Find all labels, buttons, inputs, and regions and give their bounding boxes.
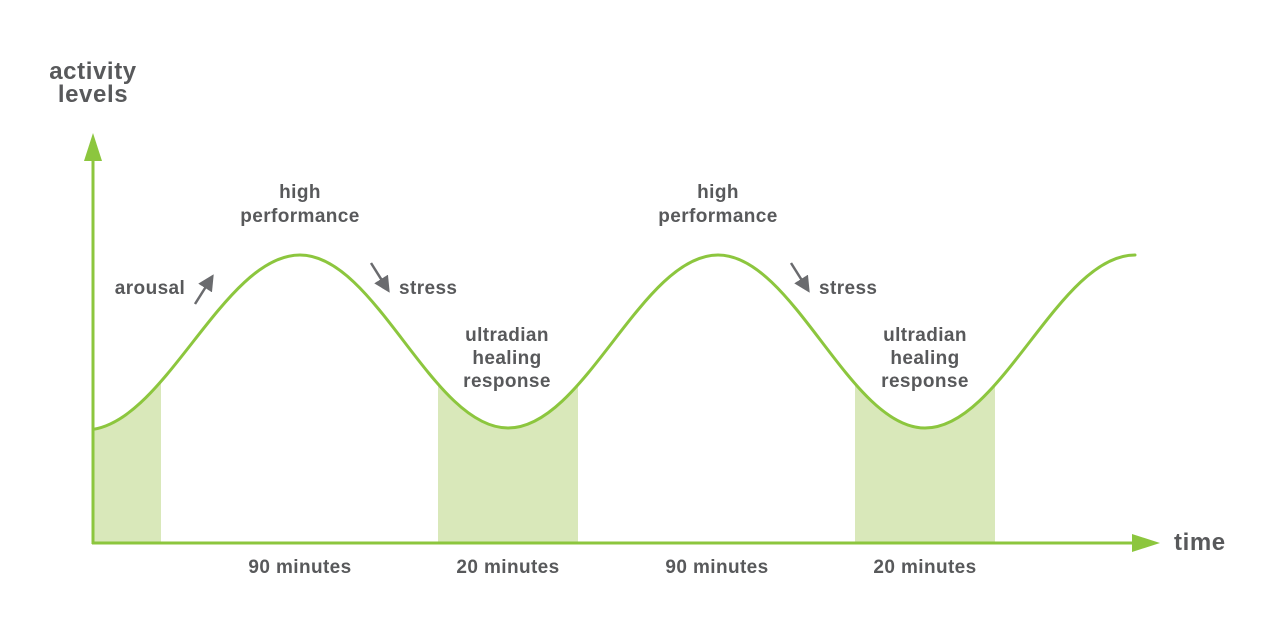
- high-performance-annotation: high performance: [240, 182, 360, 227]
- high-performance-annotation: high performance: [658, 182, 778, 227]
- arousal-annotation: arousal: [114, 278, 186, 299]
- segment-duration-label: 90 minutes: [665, 557, 769, 578]
- stress-down-arrow-icon: [789, 262, 810, 293]
- stress-down-arrow-icon: [369, 262, 390, 293]
- x-axis-arrowhead-icon: [1132, 534, 1160, 552]
- y-axis-arrowhead-icon: [84, 133, 102, 161]
- x-axis-label: time: [1174, 529, 1226, 556]
- ultradian-healing-response-annotation: ultradian healing response: [881, 325, 969, 392]
- stress-annotation: stress: [399, 278, 458, 299]
- healing-trough-shaded-band: [93, 255, 995, 543]
- y-axis-label: activity levels: [49, 58, 137, 108]
- activity-wave-curve: [93, 253, 1137, 431]
- segment-duration-label: 20 minutes: [873, 557, 977, 578]
- ultradian-healing-response-annotation: ultradian healing response: [463, 325, 551, 392]
- segment-duration-label: 90 minutes: [248, 557, 352, 578]
- arousal-up-arrow-icon: [193, 274, 214, 305]
- stress-annotation: stress: [819, 278, 878, 299]
- segment-duration-label: 20 minutes: [456, 557, 560, 578]
